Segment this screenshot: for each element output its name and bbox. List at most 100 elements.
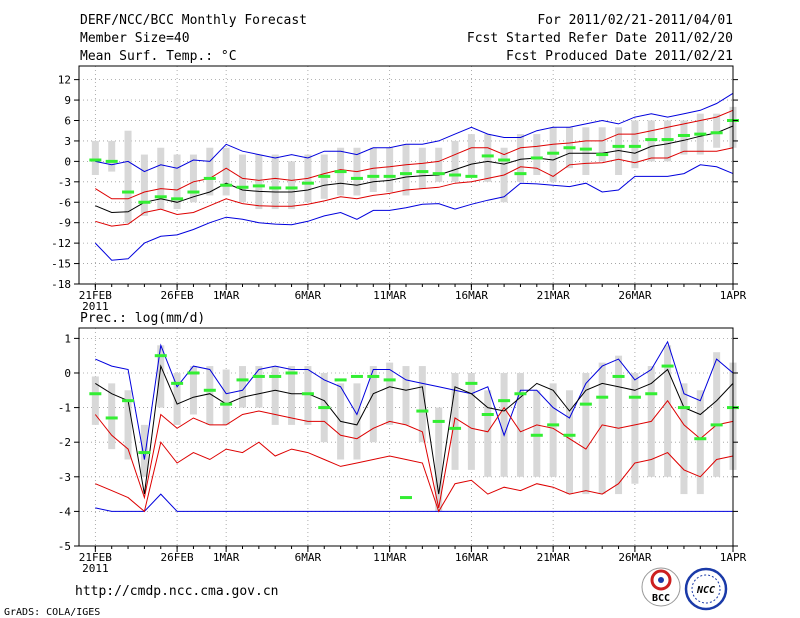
ensemble-mean-marker <box>285 371 298 375</box>
ensemble-range-bar <box>386 362 394 425</box>
ensemble-range-bar <box>353 383 361 460</box>
ensemble-mean-marker <box>334 170 347 174</box>
ensemble-mean-marker <box>400 172 412 176</box>
y-tick-label: -15 <box>51 258 71 271</box>
ensemble-mean-marker <box>383 378 396 382</box>
x-tick-label: 21FEB <box>79 289 112 302</box>
x-tick-label: 26MAR <box>618 289 651 302</box>
ensemble-mean-marker <box>694 132 707 136</box>
ensemble-mean-marker <box>677 133 690 137</box>
ensemble-mean-marker <box>547 151 560 155</box>
y-tick-label: -12 <box>51 237 71 250</box>
ensemble-mean-marker <box>710 131 723 135</box>
series-line-q1 <box>94 399 734 509</box>
ensemble-range-bar <box>484 134 492 182</box>
ensemble-range-bar <box>451 140 459 182</box>
ensemble-mean-marker <box>236 185 249 189</box>
y-tick-label: 12 <box>58 74 71 87</box>
ensemble-mean-marker <box>481 413 494 417</box>
y-tick-label: -4 <box>58 505 72 518</box>
ensemble-mean-marker <box>203 388 216 392</box>
ncc-logo: NCC <box>684 567 728 611</box>
member-size: Member Size=40 <box>80 31 190 46</box>
ensemble-range-bar <box>516 134 524 182</box>
ensemble-mean-marker <box>171 381 184 385</box>
ensemble-range-bar <box>631 120 639 169</box>
ensemble-mean-marker <box>612 374 625 378</box>
ensemble-range-bar <box>189 154 197 203</box>
ensemble-mean-marker <box>367 174 380 178</box>
ensemble-mean-marker <box>481 154 494 158</box>
x-tick-label: 21MAR <box>537 289 570 302</box>
ensemble-mean-marker <box>89 158 102 162</box>
ensemble-mean-marker <box>677 406 690 410</box>
x-tick-label: 1APR <box>720 551 747 564</box>
variable-label: Mean Surf. Temp.: °C <box>80 49 237 64</box>
ensemble-mean-marker <box>252 374 265 378</box>
ensemble-mean-marker <box>89 392 102 396</box>
ensemble-mean-marker <box>432 172 445 176</box>
y-tick-label: 9 <box>64 94 71 107</box>
ensemble-mean-marker <box>514 392 527 396</box>
ensemble-range-bar <box>615 127 623 175</box>
ensemble-mean-marker <box>105 159 118 163</box>
x-tick-label: 26FEB <box>161 551 194 564</box>
ensemble-range-bar <box>108 140 116 172</box>
ensemble-range-bar <box>222 147 230 196</box>
ensemble-range-bar <box>467 134 475 175</box>
ensemble-range-bar <box>533 390 541 477</box>
ensemble-range-bar <box>140 154 148 216</box>
ensemble-range-bar <box>239 366 246 408</box>
ensemble-range-bar <box>369 147 377 193</box>
y-tick-label: -1 <box>58 402 71 415</box>
ncc-logo-text: NCC <box>696 585 715 596</box>
ensemble-mean-marker <box>563 433 576 437</box>
ensemble-range-bar <box>206 147 214 196</box>
ensemble-mean-marker <box>367 374 380 378</box>
ensemble-range-bar <box>255 154 263 210</box>
y-tick-label: 0 <box>64 155 71 168</box>
source-url[interactable]: http://cmdp.ncc.cma.gov.cn <box>75 584 279 599</box>
ensemble-mean-marker <box>269 186 282 190</box>
ensemble-range-bar <box>91 376 99 425</box>
ensemble-mean-marker <box>350 176 363 180</box>
ensemble-mean-marker <box>628 395 641 399</box>
ensemble-mean-marker <box>220 402 233 406</box>
ensemble-range-bar <box>157 147 165 210</box>
y-tick-label: -18 <box>51 278 71 291</box>
ensemble-mean-marker <box>530 433 543 437</box>
ensemble-range-bar <box>615 355 623 495</box>
ensemble-range-bar <box>484 390 492 477</box>
ensemble-mean-marker <box>138 451 151 455</box>
ensemble-range-bar <box>255 366 263 408</box>
ensemble-range-bar <box>189 366 197 415</box>
chart-title: DERF/NCC/BCC Monthly Forecast <box>80 13 307 28</box>
ensemble-mean-marker <box>661 364 674 368</box>
grads-credit: GrADS: COLA/IGES <box>4 607 100 618</box>
ensemble-mean-marker <box>710 423 723 427</box>
ensemble-range-bar <box>418 147 426 189</box>
ensemble-range-bar <box>451 372 459 470</box>
ensemble-range-bar <box>386 147 394 193</box>
ensemble-range-bar <box>108 383 116 450</box>
ensemble-mean-marker <box>252 184 265 188</box>
ensemble-range-bar <box>124 390 132 460</box>
y-tick-label: 3 <box>64 135 71 148</box>
ensemble-mean-marker <box>596 153 609 157</box>
y-tick-label: 0 <box>64 367 71 380</box>
y-tick-label: -2 <box>58 436 71 449</box>
ensemble-range-bar <box>664 345 672 477</box>
series-line-max <box>95 340 734 460</box>
ensemble-mean-marker <box>530 156 543 160</box>
x-tick-label: 21FEB <box>79 551 112 564</box>
x-tick-label: 21MAR <box>537 551 570 564</box>
ensemble-range-bar <box>124 130 132 223</box>
ensemble-mean-marker <box>138 200 151 204</box>
ensemble-range-bar <box>206 366 214 425</box>
ensemble-mean-marker <box>203 176 216 180</box>
y-tick-label: -3 <box>58 176 71 189</box>
y-tick-label: -3 <box>58 471 71 484</box>
ensemble-range-bar <box>680 120 688 155</box>
ensemble-mean-marker <box>416 409 429 413</box>
